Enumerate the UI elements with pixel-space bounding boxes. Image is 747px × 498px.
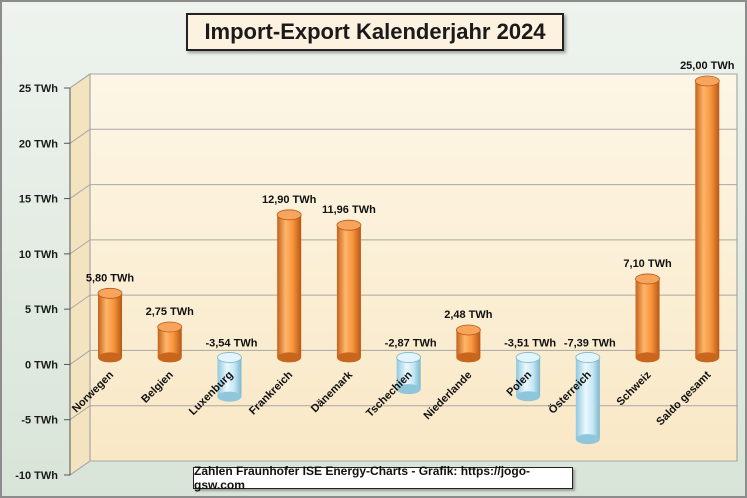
bar-body <box>277 214 302 358</box>
bar-schweiz <box>635 273 660 363</box>
bar-top-cap <box>515 352 541 363</box>
source-note: Zahlen Fraunhofer ISE Energy-Charts - Gr… <box>193 464 573 492</box>
bar-top-cap <box>97 287 123 299</box>
gridline <box>69 460 737 476</box>
bar-top-cap <box>217 352 242 363</box>
bar-top-cap <box>635 273 660 285</box>
bar-norwegen <box>97 287 123 363</box>
bar-body <box>98 293 122 358</box>
bar-bottom-cap <box>396 384 421 395</box>
bar-top-cap <box>455 324 481 336</box>
bar-bottom-cap <box>277 352 302 363</box>
data-label: -3,51 TWh <box>504 337 556 349</box>
bar-frankreich <box>276 209 302 363</box>
gridline <box>69 184 737 199</box>
bar-bottom-cap <box>575 434 600 445</box>
y-tick-label: 25 TWh <box>19 83 58 95</box>
y-tick-label: 15 TWh <box>19 194 58 206</box>
data-label: -2,87 TWh <box>385 337 437 349</box>
gridline <box>69 349 737 365</box>
data-label: -3,54 TWh <box>205 337 257 349</box>
bar-bottom-cap <box>336 352 361 363</box>
bar-luxenburg <box>217 352 242 402</box>
data-label: 7,10 TWh <box>623 258 672 270</box>
bar-top-cap <box>157 321 183 333</box>
bar-body <box>336 225 361 358</box>
data-label: 11,96 TWh <box>322 204 376 216</box>
data-label: 5,80 TWh <box>86 272 135 284</box>
bar-bottom-cap <box>456 352 481 363</box>
bar-top-cap <box>575 352 601 363</box>
gridline <box>69 294 737 310</box>
bar-bottom-cap <box>217 391 242 402</box>
bar-bottom-cap <box>635 352 660 363</box>
y-tick-label: 20 TWh <box>19 138 58 150</box>
bar-body <box>516 357 541 397</box>
bar-body <box>575 357 600 440</box>
bar-tschechien <box>396 352 422 395</box>
y-tick-label: 5 TWh <box>25 304 58 316</box>
bar-polen <box>515 352 541 402</box>
bar-body <box>635 278 660 358</box>
data-label: 12,90 TWh <box>262 194 317 206</box>
gridline <box>69 239 737 255</box>
data-label: 25,00 TWh <box>680 60 735 72</box>
bar-top-cap <box>336 219 362 231</box>
bar-niederlande <box>455 324 481 363</box>
bar-body <box>217 357 242 397</box>
data-label: -7,39 TWh <box>564 337 616 349</box>
y-tick-label: 0 TWh <box>25 359 58 371</box>
chart-title: Import-Export Kalenderjahr 2024 <box>186 13 564 51</box>
gridline <box>69 128 737 144</box>
gridline <box>69 73 737 89</box>
bar-saldo-gesamt <box>694 75 720 363</box>
y-tick-label: -5 TWh <box>21 415 58 427</box>
bar-top-cap <box>276 209 302 221</box>
data-label: 2,75 TWh <box>146 306 195 318</box>
bar-bottom-cap <box>157 352 182 363</box>
bar-bottom-cap <box>695 352 720 363</box>
bar-body <box>695 81 720 358</box>
bar-bottom-cap <box>98 352 122 363</box>
y-tick-label: 10 TWh <box>19 249 58 261</box>
data-label: 2,48 TWh <box>444 309 493 321</box>
bar-top-cap <box>396 352 422 363</box>
gridline <box>69 405 737 421</box>
bar-bottom-cap <box>516 391 541 402</box>
y-tick-label: -10 TWh <box>15 470 58 482</box>
bar-österreich <box>575 352 601 445</box>
bar-dänemark <box>336 219 362 363</box>
bar-top-cap <box>694 75 720 87</box>
bar-belgien <box>157 321 183 363</box>
